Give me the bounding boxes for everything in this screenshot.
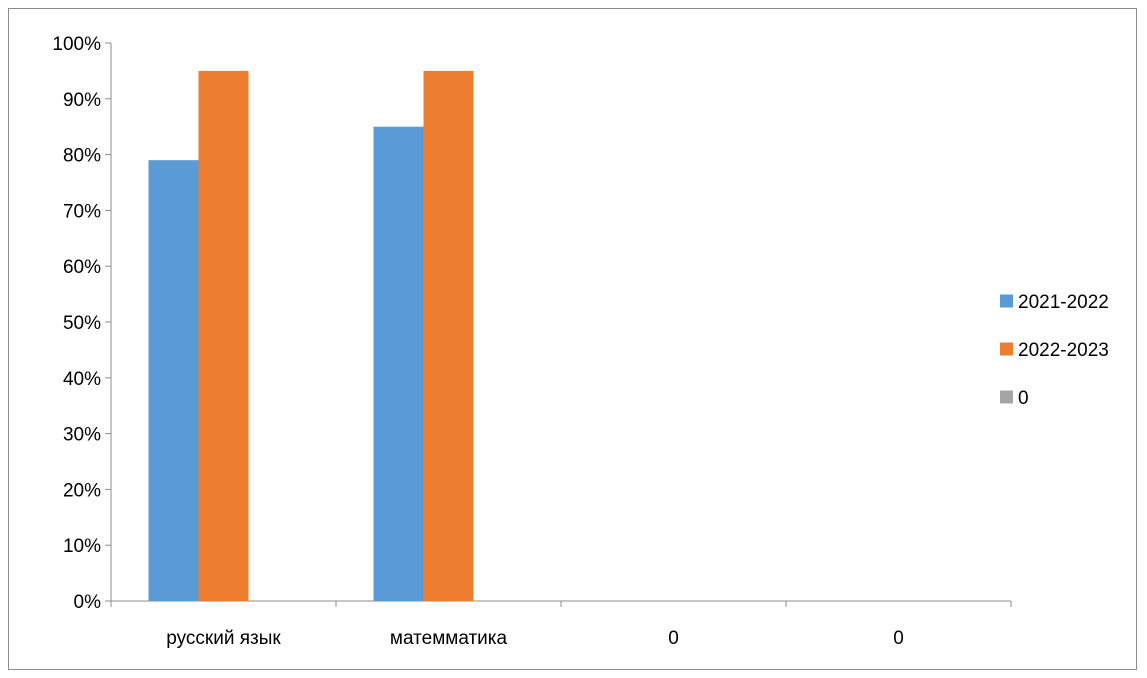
y-tick-label: 10%	[63, 536, 101, 557]
y-tick-label: 30%	[63, 425, 101, 446]
y-tick-label: 70%	[63, 201, 101, 222]
y-tick-label: 100%	[52, 34, 101, 55]
y-tick-label: 60%	[63, 257, 101, 278]
legend-swatch	[1000, 294, 1013, 308]
x-tick-label: матемматика	[390, 628, 508, 649]
legend-swatch	[1000, 342, 1013, 356]
bar	[198, 70, 249, 601]
legend-label: 2021-2022	[1018, 292, 1109, 313]
y-tick-label: 90%	[63, 90, 101, 111]
legend-swatch	[1000, 390, 1013, 404]
y-tick-label: 0%	[74, 592, 102, 613]
x-tick-label: русский язык	[166, 628, 281, 649]
legend-label: 0	[1018, 388, 1029, 409]
bar	[423, 70, 474, 601]
y-tick-label: 20%	[63, 480, 101, 501]
x-tick-label: 0	[668, 628, 679, 649]
bar	[148, 160, 199, 601]
legend-label: 2022-2023	[1018, 340, 1109, 361]
y-tick-label: 80%	[63, 146, 101, 167]
y-tick-label: 40%	[63, 369, 101, 390]
x-tick-label: 0	[893, 628, 904, 649]
y-tick-label: 50%	[63, 313, 101, 334]
bar	[373, 126, 424, 601]
